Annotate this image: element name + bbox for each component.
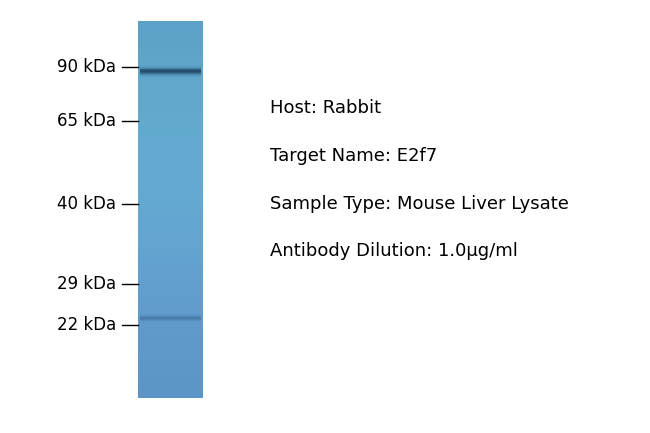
Text: 90 kDa: 90 kDa <box>57 58 116 76</box>
Text: 65 kDa: 65 kDa <box>57 112 116 130</box>
Text: 29 kDa: 29 kDa <box>57 275 116 293</box>
Text: Antibody Dilution: 1.0μg/ml: Antibody Dilution: 1.0μg/ml <box>270 242 518 260</box>
Text: 40 kDa: 40 kDa <box>57 194 116 213</box>
Text: Sample Type: Mouse Liver Lysate: Sample Type: Mouse Liver Lysate <box>270 194 569 213</box>
Text: Host: Rabbit: Host: Rabbit <box>270 99 382 117</box>
Text: Target Name: E2f7: Target Name: E2f7 <box>270 147 437 165</box>
Text: 22 kDa: 22 kDa <box>57 316 116 334</box>
